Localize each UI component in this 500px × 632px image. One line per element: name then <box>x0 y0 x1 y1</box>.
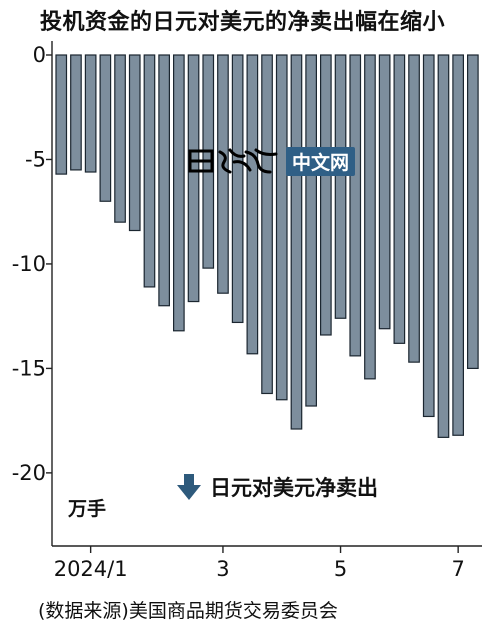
source-note: (数据来源)美国商品期货交易委员会 <box>38 600 338 622</box>
bar <box>158 54 170 307</box>
arrow-down-icon <box>177 474 201 500</box>
y-tick-label: -10 <box>12 252 46 276</box>
bar <box>393 54 406 344</box>
y-tick-label: 0 <box>33 43 46 67</box>
bar <box>275 54 288 401</box>
bar <box>84 54 97 173</box>
x-tick-label: 2024/1 <box>54 557 128 581</box>
nikkei-logo-icon <box>188 148 278 174</box>
watermark-tag: 中文网 <box>286 146 356 176</box>
bar <box>70 54 82 171</box>
bar <box>246 54 259 355</box>
watermark: 中文网 <box>186 146 356 176</box>
legend-label: 日元对美元净卖出 <box>210 476 378 500</box>
bar <box>349 54 362 357</box>
bar <box>467 54 479 370</box>
bar <box>231 54 244 324</box>
bar <box>187 54 200 303</box>
x-tick-label: 7 <box>451 557 464 581</box>
bar <box>452 54 464 436</box>
bar <box>114 54 126 223</box>
x-tick-label: 3 <box>216 557 229 581</box>
bar <box>408 54 420 363</box>
y-tick-label: -15 <box>12 356 46 380</box>
legend: 日元对美元净卖出 <box>176 472 378 502</box>
bar <box>305 54 317 407</box>
bar <box>55 54 68 175</box>
y-tick-label: -5 <box>25 147 46 171</box>
x-tick-label: 5 <box>334 557 347 581</box>
bar <box>334 54 347 319</box>
bar <box>422 54 435 418</box>
y-tick-label: -20 <box>12 461 46 485</box>
bar <box>378 54 391 330</box>
bar <box>320 54 332 336</box>
bar <box>290 54 303 430</box>
bar <box>217 54 229 294</box>
bar <box>143 54 156 288</box>
bar <box>173 54 185 332</box>
unit-label: 万手 <box>68 498 107 520</box>
chart-title: 投机资金的日元对美元的净卖出幅在缩小 <box>40 10 446 35</box>
bar <box>437 54 450 438</box>
bar <box>99 54 112 202</box>
bar <box>128 54 141 232</box>
bar <box>261 54 273 395</box>
bar <box>364 54 376 380</box>
